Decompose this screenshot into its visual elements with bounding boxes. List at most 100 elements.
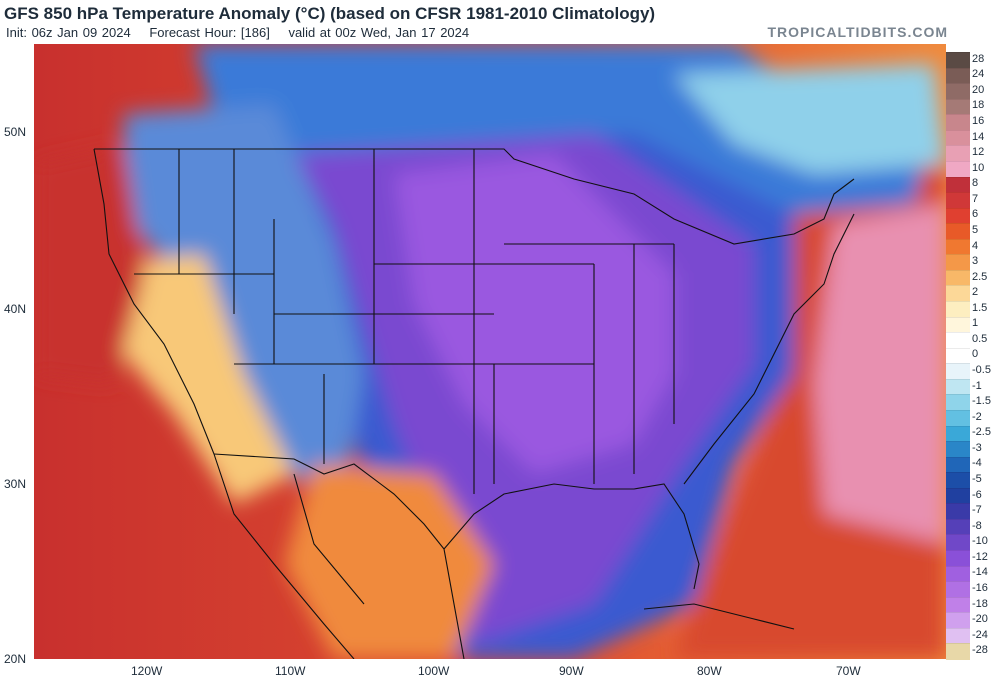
colorbar-row: -14 [946,565,1000,583]
colorbar-label: 28 [972,52,985,65]
site-brand: TROPICALTIDBITS.COM [767,24,948,40]
colorbar-row: 2.5 [946,269,1000,287]
colorbar-row: -4 [946,456,1000,474]
colorbar-row: 1 [946,316,1000,334]
pacific-northwest-warm [34,144,144,384]
lon-label-70w: 70W [836,664,861,678]
colorbar-row: -18 [946,596,1000,614]
colorbar-label: 1 [972,317,979,330]
colorbar-label: 14 [972,130,985,143]
east-coast [683,213,855,485]
colorbar-swatch [946,192,970,209]
great-basin-warm [104,254,294,504]
lat-label-30n: 30N [4,477,27,491]
colorbar-label: 24 [972,68,985,81]
colorbar-swatch [946,441,970,458]
colorbar-swatch [946,518,970,536]
colorbar-label: -2.5 [972,426,991,439]
colorbar-row: 0 [946,347,1000,365]
colorbar-row: 16 [946,114,1000,131]
colorbar-swatch [946,285,970,303]
colorbar-swatch [946,487,970,505]
colorbar-swatch [946,160,970,178]
colorbar-row: 20 [946,83,1000,100]
colorbar-row: -2 [946,409,1000,427]
us-canada-border [94,148,855,245]
colorbar-row: 18 [946,98,1000,116]
colorbar-swatch [946,550,970,567]
colorbar-label: -16 [972,581,988,594]
colorbar-swatch [946,456,970,474]
colorbar-label: 1.5 [972,301,988,314]
lat-label-40n: 40N [4,302,27,316]
colorbar-label: -18 [972,597,988,610]
cuba-coast [643,603,795,630]
colorbar-row: -24 [946,627,1000,645]
colorbar-label: 10 [972,161,985,174]
colorbar-swatch [946,98,970,116]
colorbar-label: -6 [972,488,982,501]
atlantic-pink-anomaly [814,204,946,544]
colorbar-swatch [946,254,970,271]
colorbar-row: -20 [946,612,1000,629]
colorbar-label: 0 [972,348,979,361]
colorbar-label: -14 [972,566,988,579]
colorbar-label: -4 [972,457,982,470]
colorbar-swatch [946,114,970,131]
colorbar-label: 8 [972,177,979,190]
lon-label-80w: 80W [697,664,722,678]
colorbar-label: 6 [972,208,979,221]
colorbar-row: -2.5 [946,425,1000,443]
colorbar-label: -12 [972,550,988,563]
deep-purple-core [394,154,674,474]
colorbar-swatch [946,409,970,427]
colorbar-swatch [946,596,970,614]
mexico-warm-field [284,464,494,659]
colorbar-label: -5 [972,473,982,485]
lat-label-50n: 50N [4,125,27,139]
colorbar-label: 16 [972,115,985,128]
lon-label-90w: 90W [559,664,584,678]
colorbar-label: -3 [972,441,982,454]
colorbar-swatch [946,394,970,411]
colorbar-label: 20 [972,83,985,96]
colorbar-row: -8 [946,518,1000,536]
colorbar-swatch [946,363,970,380]
colorbar-swatch [946,316,970,334]
colorbar-row: 4 [946,238,1000,256]
colorbar-label: 5 [972,223,979,236]
colorbar-swatch [946,83,970,100]
colorbar-label: -7 [972,504,982,517]
anomaly-map [34,44,946,659]
colorbar-row: -12 [946,550,1000,567]
colorbar-row: 10 [946,160,1000,178]
colorbar-swatch [946,627,970,645]
quebec-light-blue [674,64,946,174]
colorbar-label: -8 [972,519,982,532]
colorbar-swatch [946,52,970,69]
colorbar-label: -2 [972,410,982,423]
colorbar-swatch [946,472,970,489]
colorbar-row: 2 [946,285,1000,303]
colorbar-swatch [946,581,970,598]
colorbar-row: 12 [946,145,1000,162]
colorbar-label: -1 [972,379,982,392]
colorbar-row: 8 [946,176,1000,194]
colorbar-row: 24 [946,67,1000,85]
colorbar-label: 3 [972,255,979,268]
colorbar-row: 5 [946,223,1000,240]
colorbar-swatch [946,534,970,552]
lon-label-120w: 120W [131,664,163,678]
colorbar-label: -24 [972,628,988,641]
map-title: GFS 850 hPa Temperature Anomaly (°C) (ba… [4,4,656,23]
colorbar-swatch [946,332,970,349]
colorbar-swatch [946,425,970,443]
colorbar-swatch [946,176,970,194]
colorbar-label: 0.5 [972,332,988,345]
colorbar-row: 28 [946,52,1000,69]
west-coast [93,148,215,455]
colorbar-row: -1 [946,378,1000,396]
colorbar-row: 6 [946,207,1000,225]
colorbar-row: -3 [946,441,1000,458]
colorbar-label: -10 [972,535,988,548]
